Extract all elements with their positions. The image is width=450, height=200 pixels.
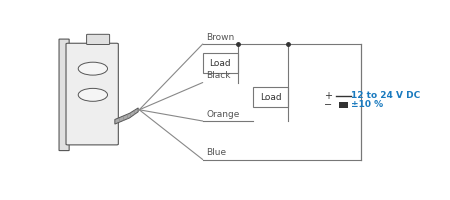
Text: Blue: Blue <box>206 148 226 157</box>
Text: −: − <box>324 100 332 110</box>
Polygon shape <box>115 108 138 124</box>
FancyBboxPatch shape <box>339 102 348 108</box>
FancyBboxPatch shape <box>66 43 118 145</box>
Text: Brown: Brown <box>206 33 234 42</box>
FancyBboxPatch shape <box>253 87 288 107</box>
Text: Load: Load <box>209 59 231 68</box>
Text: Orange: Orange <box>206 110 239 119</box>
Circle shape <box>78 88 108 101</box>
FancyBboxPatch shape <box>86 34 110 44</box>
Circle shape <box>78 62 108 75</box>
Text: Load: Load <box>260 93 282 102</box>
Text: 12 to 24 V DC: 12 to 24 V DC <box>351 91 421 100</box>
Text: Black: Black <box>206 71 231 80</box>
FancyBboxPatch shape <box>202 53 238 73</box>
FancyBboxPatch shape <box>59 39 69 151</box>
Text: +: + <box>324 91 332 101</box>
Text: ±10 %: ±10 % <box>351 100 383 109</box>
